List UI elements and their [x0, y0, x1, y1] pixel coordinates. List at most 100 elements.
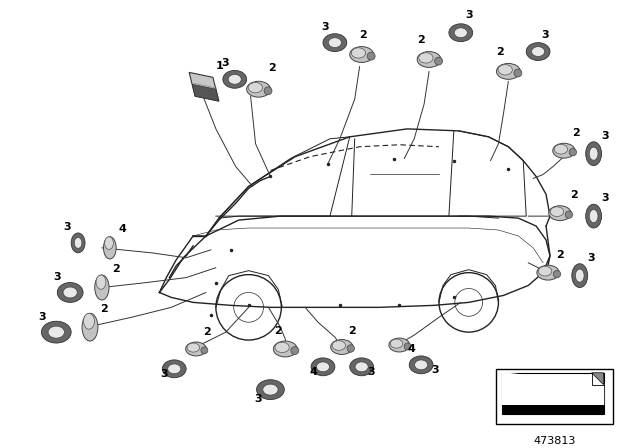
Bar — [502, 405, 604, 414]
Circle shape — [291, 347, 299, 354]
Ellipse shape — [273, 341, 297, 357]
Ellipse shape — [84, 313, 95, 329]
Text: 2: 2 — [570, 190, 577, 200]
Text: 2: 2 — [497, 47, 504, 56]
Circle shape — [514, 69, 522, 77]
Polygon shape — [192, 84, 219, 101]
Ellipse shape — [589, 210, 598, 223]
Text: 3: 3 — [221, 58, 228, 69]
Text: 4: 4 — [309, 367, 317, 377]
Ellipse shape — [48, 326, 65, 338]
Ellipse shape — [553, 143, 575, 158]
Ellipse shape — [532, 47, 545, 56]
Circle shape — [367, 52, 375, 60]
Text: 3: 3 — [321, 22, 329, 32]
Ellipse shape — [419, 53, 433, 63]
Text: 2: 2 — [417, 34, 425, 45]
Text: 2: 2 — [348, 326, 355, 336]
Ellipse shape — [96, 275, 106, 289]
Text: 3: 3 — [38, 312, 46, 322]
Text: 3: 3 — [63, 222, 71, 232]
Ellipse shape — [351, 48, 365, 58]
Text: 3: 3 — [54, 271, 61, 282]
Ellipse shape — [572, 264, 588, 288]
Text: 3: 3 — [541, 30, 549, 40]
Circle shape — [553, 271, 561, 278]
Ellipse shape — [575, 269, 584, 282]
Text: 2: 2 — [556, 250, 564, 260]
Ellipse shape — [275, 342, 289, 353]
Circle shape — [201, 347, 208, 354]
Ellipse shape — [323, 34, 347, 52]
Text: 3: 3 — [602, 193, 609, 203]
Ellipse shape — [104, 237, 116, 259]
Ellipse shape — [537, 265, 559, 280]
Text: 2: 2 — [359, 30, 367, 40]
Ellipse shape — [311, 358, 335, 376]
Ellipse shape — [586, 142, 602, 166]
Text: 3: 3 — [161, 369, 168, 379]
Ellipse shape — [71, 233, 85, 253]
Ellipse shape — [417, 52, 441, 67]
Ellipse shape — [95, 275, 109, 300]
Ellipse shape — [554, 144, 568, 154]
Ellipse shape — [246, 81, 271, 97]
Ellipse shape — [82, 313, 98, 341]
Text: 3: 3 — [465, 10, 472, 20]
Text: 2: 2 — [572, 128, 580, 138]
Text: 4: 4 — [407, 344, 415, 354]
Text: 2: 2 — [112, 264, 120, 274]
Ellipse shape — [415, 360, 428, 370]
Ellipse shape — [257, 380, 284, 400]
Circle shape — [435, 57, 442, 65]
Text: 3: 3 — [368, 367, 376, 377]
Ellipse shape — [538, 266, 552, 276]
Text: 2: 2 — [100, 304, 108, 314]
Ellipse shape — [331, 340, 353, 354]
Ellipse shape — [263, 384, 278, 395]
Polygon shape — [189, 73, 219, 101]
Ellipse shape — [228, 74, 241, 84]
Ellipse shape — [163, 360, 186, 378]
Circle shape — [404, 343, 411, 350]
Ellipse shape — [409, 356, 433, 374]
Circle shape — [569, 148, 577, 156]
Ellipse shape — [586, 204, 602, 228]
Ellipse shape — [390, 339, 403, 348]
Bar — [502, 373, 604, 414]
Text: 3: 3 — [588, 253, 595, 263]
Text: 1: 1 — [216, 61, 223, 71]
Ellipse shape — [349, 47, 374, 62]
Ellipse shape — [550, 207, 564, 216]
Ellipse shape — [589, 147, 598, 160]
Ellipse shape — [454, 28, 467, 38]
Circle shape — [565, 211, 573, 218]
Text: 3: 3 — [431, 365, 438, 375]
Text: 2: 2 — [203, 327, 211, 337]
Ellipse shape — [497, 64, 520, 79]
Ellipse shape — [187, 343, 200, 352]
Ellipse shape — [223, 70, 246, 88]
Text: 3: 3 — [602, 131, 609, 141]
Ellipse shape — [332, 340, 346, 350]
Text: 2: 2 — [275, 326, 282, 336]
Ellipse shape — [498, 65, 513, 75]
Ellipse shape — [526, 43, 550, 60]
Ellipse shape — [168, 364, 181, 374]
Ellipse shape — [349, 358, 374, 376]
Text: 2: 2 — [268, 63, 276, 73]
Ellipse shape — [389, 338, 410, 352]
Ellipse shape — [449, 24, 473, 42]
Ellipse shape — [248, 82, 262, 93]
Ellipse shape — [74, 237, 82, 248]
Polygon shape — [591, 373, 604, 385]
Ellipse shape — [105, 237, 113, 250]
Circle shape — [347, 345, 355, 352]
Text: 4: 4 — [119, 224, 127, 234]
Ellipse shape — [186, 342, 207, 356]
Ellipse shape — [42, 321, 71, 343]
Ellipse shape — [328, 38, 341, 47]
Circle shape — [264, 87, 272, 95]
Ellipse shape — [316, 362, 330, 372]
Ellipse shape — [63, 287, 77, 298]
